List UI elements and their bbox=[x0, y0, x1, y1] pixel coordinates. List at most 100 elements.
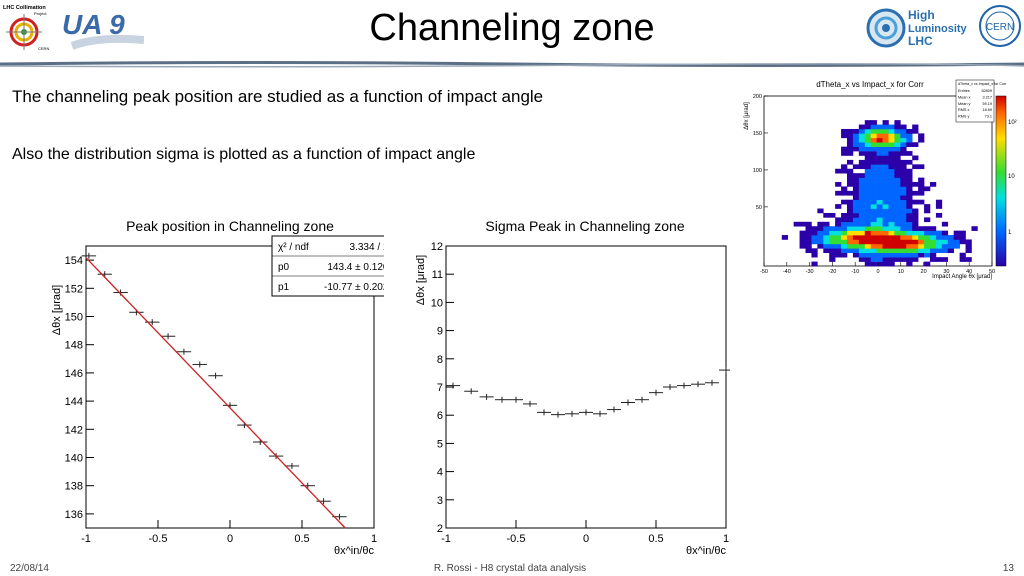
heatmap-cell bbox=[823, 239, 830, 245]
heatmap-cell bbox=[805, 235, 812, 240]
heatmap-cell bbox=[846, 137, 854, 143]
heatmap-cell bbox=[864, 252, 872, 258]
heatmap-cell bbox=[876, 164, 883, 170]
heatmap-cell bbox=[912, 243, 919, 249]
heatmap-cell bbox=[918, 186, 925, 192]
heatmap-cell bbox=[846, 177, 854, 183]
heatmap-cell bbox=[876, 243, 883, 249]
chart1-ytick-label: 138 bbox=[65, 481, 83, 493]
heatmap-cell bbox=[906, 243, 913, 249]
chart1-ytick-label: 148 bbox=[65, 340, 83, 352]
heatmap-cell bbox=[846, 235, 854, 240]
heatmap-cell bbox=[906, 137, 913, 143]
heatmap-cell bbox=[835, 243, 842, 249]
heatmap-cell bbox=[900, 239, 907, 245]
heatmap-cell bbox=[918, 137, 925, 143]
heatmap-cell bbox=[870, 146, 877, 152]
chart2-data-point bbox=[663, 384, 677, 390]
heatmap-cell bbox=[846, 133, 854, 139]
heatmap-cell bbox=[935, 243, 943, 249]
heatmap-cell bbox=[876, 208, 883, 214]
chart1-stats-value-3: -10.77 ± 0.2023 bbox=[324, 282, 384, 293]
heatmap-cell bbox=[852, 182, 860, 187]
ua9-logo: UA 9 bbox=[58, 6, 145, 50]
heatmap-cell bbox=[864, 137, 872, 143]
heatmap-cell bbox=[864, 243, 872, 249]
heatmap-cell bbox=[870, 208, 877, 214]
heatmap-cell bbox=[811, 248, 818, 254]
heatmap-cell bbox=[929, 239, 937, 245]
heatmap-cell bbox=[941, 239, 949, 245]
chart2-ytick-label: 5 bbox=[437, 438, 443, 450]
heatmap-cell bbox=[793, 221, 800, 227]
chart2-ytick-label: 4 bbox=[437, 467, 443, 479]
heatmap-cell bbox=[870, 230, 877, 236]
heatmap-cell bbox=[870, 221, 877, 227]
heatmap-cell bbox=[835, 182, 842, 187]
heatmap-cell bbox=[906, 173, 913, 178]
heatmap-cell bbox=[912, 124, 919, 130]
heatmap-cell bbox=[882, 151, 889, 156]
heatmap-cell bbox=[852, 199, 860, 205]
chart2-data-point bbox=[446, 382, 460, 389]
heatmap-cell bbox=[846, 159, 854, 165]
heatmap-cell bbox=[858, 243, 866, 249]
chart2-data-point bbox=[719, 367, 730, 374]
heatmap-cell bbox=[841, 168, 848, 174]
heatmap-cell bbox=[900, 221, 907, 227]
heatmap-cell bbox=[947, 248, 954, 254]
chart3-ytick-label: 100 bbox=[753, 168, 762, 174]
heatmap-cell bbox=[882, 164, 889, 170]
heatmap-cell bbox=[858, 248, 866, 254]
chart2-data-point bbox=[479, 393, 494, 400]
heatmap-cell bbox=[852, 226, 860, 231]
heatmap-cell bbox=[805, 248, 812, 254]
heatmap-cell bbox=[888, 261, 895, 267]
heatmap-cell bbox=[846, 182, 854, 187]
heatmap-cell bbox=[876, 252, 883, 258]
chart2-ytick-label: 12 bbox=[431, 241, 443, 253]
chart1-stats-value-2: 143.4 ± 0.1201 bbox=[327, 262, 384, 273]
chart2-data-point bbox=[551, 411, 565, 418]
heatmap-cell bbox=[906, 182, 913, 187]
heatmap-cell bbox=[888, 168, 895, 174]
heatmap-cell bbox=[876, 261, 883, 267]
heatmap-cell bbox=[906, 212, 913, 218]
chart2-title: Sigma Peak in Channeling zone bbox=[485, 218, 684, 234]
heatmap-cell bbox=[906, 199, 913, 205]
heatmap-cell bbox=[811, 235, 818, 240]
heatmap-cell bbox=[864, 261, 872, 267]
heatmap-cell bbox=[846, 190, 854, 196]
heatmap-cell bbox=[858, 137, 866, 143]
chart3-stats-value: 59.19 bbox=[982, 102, 992, 106]
footer-center-text: R. Rossi - H8 crystal data analysis bbox=[433, 563, 587, 574]
heatmap-cell bbox=[876, 137, 883, 143]
heatmap-cell bbox=[852, 252, 860, 258]
heatmap-cell bbox=[894, 137, 901, 143]
heatmap-cell bbox=[900, 177, 907, 183]
heatmap-cell bbox=[953, 243, 960, 249]
heatmap-cell bbox=[894, 146, 901, 152]
heatmap-cell bbox=[924, 243, 931, 249]
heatmap-cell bbox=[888, 190, 895, 196]
heatmap-cell bbox=[882, 155, 889, 161]
heatmap-cell bbox=[900, 164, 907, 170]
heatmap-cell bbox=[906, 142, 913, 147]
heatmap-cell bbox=[829, 212, 836, 218]
heatmap-cell bbox=[870, 142, 877, 147]
heatmap-cell bbox=[876, 182, 883, 187]
chart1-data-point bbox=[192, 361, 207, 368]
heatmap-cell bbox=[870, 257, 877, 262]
chart1-xtick-label: 0.5 bbox=[294, 533, 309, 545]
heatmap-cell bbox=[823, 230, 830, 236]
heatmap-cell bbox=[882, 146, 889, 152]
heatmap-cell bbox=[918, 239, 925, 245]
heatmap-cell bbox=[894, 212, 901, 218]
heatmap-cell bbox=[918, 252, 925, 258]
heatmap-cell bbox=[864, 146, 872, 152]
heatmap-cell bbox=[870, 168, 877, 174]
heatmap-cell bbox=[894, 217, 901, 223]
heatmap-cell bbox=[870, 239, 877, 245]
heatmap-cell bbox=[912, 199, 919, 205]
logo-left-sub: Project bbox=[34, 11, 47, 16]
